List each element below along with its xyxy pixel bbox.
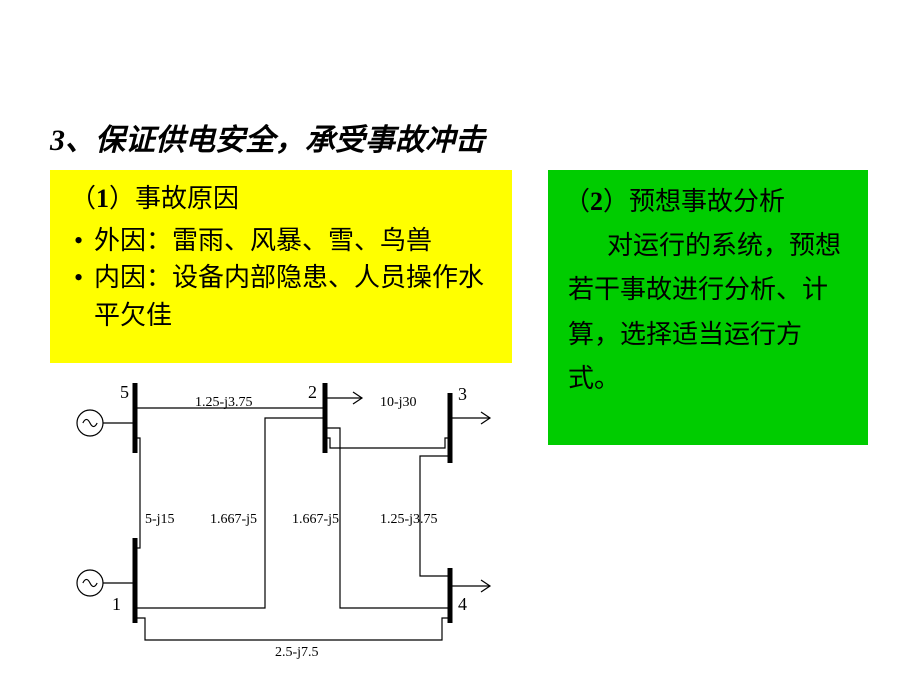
paren-open: （ — [564, 187, 590, 216]
paren-close: ） — [603, 187, 629, 216]
heading-text: 预想事故分析 — [629, 187, 785, 216]
svg-text:2.5-j7.5: 2.5-j7.5 — [275, 645, 319, 660]
slide-title: 3、保证供电安全，承受事故冲击 — [50, 115, 485, 159]
heading-number: 1 — [96, 184, 109, 213]
right-panel-body: 对运行的系统，预想若干事故进行分析、计算，选择适当运行方式。 — [564, 224, 856, 401]
paren-close: ） — [109, 184, 135, 213]
bullet-item: 外因：雷雨、风暴、雪、鸟兽 — [70, 222, 502, 260]
svg-text:2: 2 — [308, 382, 317, 402]
paren-open: （ — [70, 184, 96, 213]
left-panel-heading: （1）事故原因 — [70, 180, 502, 218]
title-number: 3 — [50, 124, 65, 157]
svg-text:4: 4 — [458, 594, 467, 614]
bullet-item: 内因：设备内部隐患、人员操作水平欠佳 — [70, 259, 502, 334]
heading-number: 2 — [590, 187, 603, 216]
right-panel: （2）预想事故分析 对运行的系统，预想若干事故进行分析、计算，选择适当运行方式。 — [548, 170, 868, 445]
title-text: 保证供电安全，承受事故冲击 — [95, 124, 485, 157]
title-sep: 、 — [65, 124, 95, 157]
svg-text:1.667-j5: 1.667-j5 — [292, 512, 339, 527]
svg-text:1.25-j3.75: 1.25-j3.75 — [195, 395, 253, 410]
svg-text:1: 1 — [112, 594, 121, 614]
svg-text:5: 5 — [120, 382, 129, 402]
svg-text:1.25-j3.75: 1.25-j3.75 — [380, 512, 438, 527]
svg-text:3: 3 — [458, 384, 467, 404]
bullet-list: 外因：雷雨、风暴、雪、鸟兽 内因：设备内部隐患、人员操作水平欠佳 — [70, 222, 502, 335]
right-panel-heading: （2）预想事故分析 — [564, 180, 856, 224]
svg-text:5-j15: 5-j15 — [145, 512, 175, 527]
svg-text:1.667-j5: 1.667-j5 — [210, 512, 257, 527]
svg-text:10-j30: 10-j30 — [380, 395, 417, 410]
circuit-diagram: 1.25-j3.75 10-j30 5-j15 1.667-j5 1.667-j5 1.2… — [50, 378, 512, 663]
left-panel: （1）事故原因 外因：雷雨、风暴、雪、鸟兽 内因：设备内部隐患、人员操作水平欠佳 — [50, 170, 512, 363]
heading-text: 事故原因 — [135, 184, 239, 213]
